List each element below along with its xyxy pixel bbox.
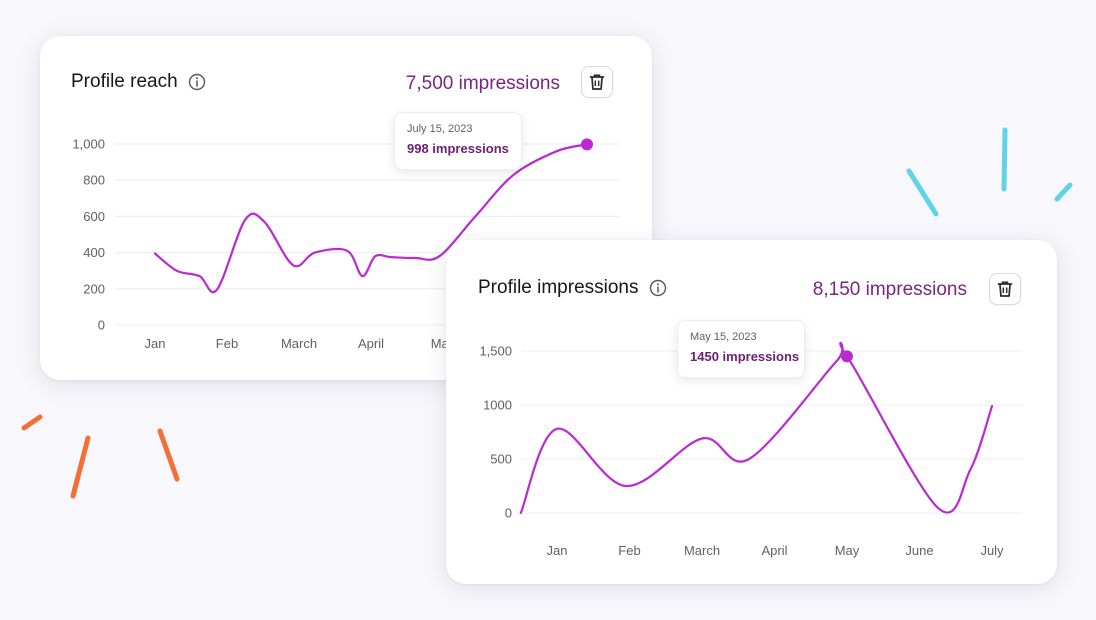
y-tick-label: 600 bbox=[83, 209, 105, 224]
deco-stroke-blue bbox=[1054, 182, 1073, 202]
deco-stroke-blue bbox=[906, 168, 939, 217]
x-tick-label: May bbox=[835, 543, 860, 558]
y-tick-label: 1,500 bbox=[479, 344, 512, 359]
deco-stroke-orange bbox=[70, 435, 91, 499]
tooltip-date: July 15, 2023 bbox=[407, 123, 473, 135]
x-tick-label: Jan bbox=[145, 336, 166, 351]
y-tick-label: 1,000 bbox=[72, 137, 105, 152]
deco-stroke-orange bbox=[157, 428, 180, 482]
tooltip-value: 998 impressions bbox=[407, 141, 509, 156]
tooltip-date: May 15, 2023 bbox=[690, 331, 757, 343]
y-tick-label: 400 bbox=[83, 245, 105, 260]
chart-tooltip: July 15, 2023 998 impressions bbox=[394, 112, 522, 170]
x-tick-label: March bbox=[281, 336, 317, 351]
trash-icon bbox=[589, 74, 605, 90]
x-tick-label: Jan bbox=[547, 543, 568, 558]
x-tick-label: April bbox=[761, 543, 787, 558]
info-icon[interactable] bbox=[188, 73, 206, 91]
x-tick-label: March bbox=[684, 543, 720, 558]
delete-button[interactable] bbox=[989, 273, 1021, 305]
series-line bbox=[519, 341, 994, 515]
card-title: Profile impressions bbox=[478, 277, 639, 298]
x-tick-label: July bbox=[980, 543, 1004, 558]
delete-button[interactable] bbox=[581, 66, 613, 98]
deco-stroke-orange bbox=[21, 414, 43, 431]
series-line bbox=[153, 143, 589, 294]
highlight-point[interactable] bbox=[841, 350, 853, 363]
x-tick-label: Feb bbox=[618, 543, 640, 558]
total-impressions: 7,500 impressions bbox=[405, 73, 560, 94]
x-tick-label: June bbox=[905, 543, 933, 558]
deco-stroke-blue bbox=[1001, 127, 1008, 192]
x-tick-label: April bbox=[358, 336, 384, 351]
y-tick-label: 1000 bbox=[483, 398, 512, 413]
card-title: Profile reach bbox=[71, 71, 178, 92]
highlight-point[interactable] bbox=[581, 138, 593, 151]
card-title-row: Profile impressions bbox=[478, 277, 667, 299]
card-title-row: Profile reach bbox=[71, 71, 206, 93]
tooltip-value: 1450 impressions bbox=[690, 349, 800, 364]
y-tick-label: 500 bbox=[490, 452, 512, 467]
y-tick-label: 0 bbox=[98, 318, 105, 333]
chart-tooltip: May 15, 2023 1450 impressions bbox=[677, 320, 805, 378]
profile-impressions-card: Profile impressions 8,150 impressions 0 5… bbox=[446, 240, 1057, 584]
trash-icon bbox=[997, 281, 1013, 297]
profile-impressions-chart: 0 500 1000 1,500 Jan Feb March April May June July bbox=[479, 341, 1023, 558]
x-tick-label: Feb bbox=[216, 336, 238, 351]
y-tick-label: 0 bbox=[505, 506, 512, 521]
info-icon[interactable] bbox=[649, 279, 667, 297]
y-tick-label: 800 bbox=[83, 173, 105, 188]
y-tick-label: 200 bbox=[83, 281, 105, 296]
total-impressions: 8,150 impressions bbox=[812, 279, 967, 300]
